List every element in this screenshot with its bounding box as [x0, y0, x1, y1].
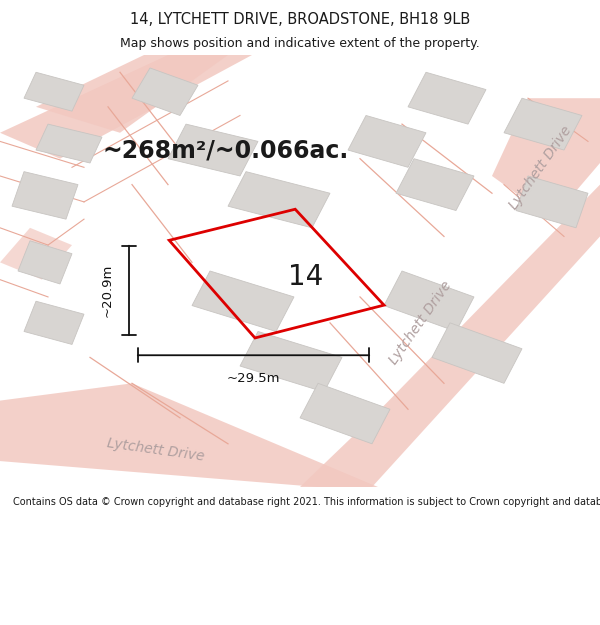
- Text: ~20.9m: ~20.9m: [101, 264, 114, 317]
- Polygon shape: [408, 72, 486, 124]
- Polygon shape: [0, 55, 252, 159]
- Polygon shape: [432, 323, 522, 383]
- Polygon shape: [384, 271, 474, 331]
- Polygon shape: [192, 271, 294, 331]
- Text: Lytchett Drive: Lytchett Drive: [506, 123, 574, 212]
- Text: ~268m²/~0.066ac.: ~268m²/~0.066ac.: [102, 138, 348, 162]
- Polygon shape: [24, 72, 84, 111]
- Polygon shape: [132, 68, 198, 116]
- Polygon shape: [300, 184, 600, 487]
- Polygon shape: [516, 176, 588, 228]
- Text: 14: 14: [288, 264, 323, 291]
- Polygon shape: [300, 383, 390, 444]
- Polygon shape: [348, 116, 426, 168]
- Polygon shape: [12, 172, 78, 219]
- Polygon shape: [0, 383, 378, 487]
- Polygon shape: [24, 301, 84, 344]
- Polygon shape: [504, 98, 582, 150]
- Polygon shape: [18, 241, 72, 284]
- Text: ~29.5m: ~29.5m: [227, 372, 280, 384]
- Polygon shape: [492, 98, 600, 219]
- Polygon shape: [396, 159, 474, 211]
- Polygon shape: [240, 331, 342, 392]
- Text: 14, LYTCHETT DRIVE, BROADSTONE, BH18 9LB: 14, LYTCHETT DRIVE, BROADSTONE, BH18 9LB: [130, 12, 470, 27]
- Polygon shape: [0, 228, 72, 279]
- Polygon shape: [36, 124, 102, 163]
- Text: Map shows position and indicative extent of the property.: Map shows position and indicative extent…: [120, 38, 480, 51]
- Polygon shape: [168, 124, 258, 176]
- Text: Lytchett Drive: Lytchett Drive: [106, 436, 206, 464]
- Text: Lytchett Drive: Lytchett Drive: [386, 279, 454, 367]
- Polygon shape: [36, 55, 228, 132]
- Polygon shape: [228, 172, 330, 227]
- Text: Contains OS data © Crown copyright and database right 2021. This information is : Contains OS data © Crown copyright and d…: [13, 497, 600, 507]
